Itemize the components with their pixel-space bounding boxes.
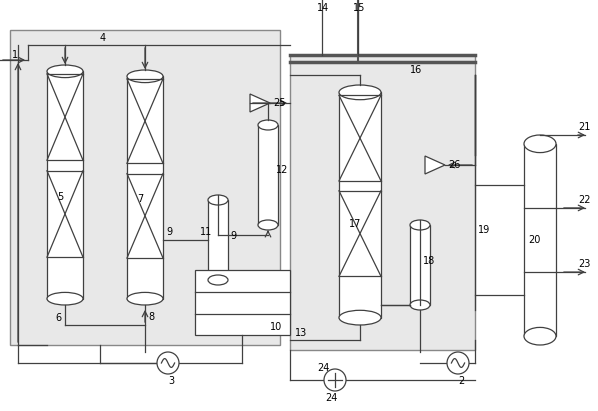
Ellipse shape [410, 300, 430, 310]
Ellipse shape [208, 275, 228, 285]
Ellipse shape [258, 120, 278, 130]
Polygon shape [250, 94, 270, 112]
Ellipse shape [524, 328, 556, 345]
Bar [47, 71, 83, 299]
Text: 10: 10 [270, 322, 282, 332]
Polygon shape [425, 156, 445, 174]
Text: 17: 17 [349, 219, 361, 229]
Text: 20: 20 [528, 235, 540, 245]
Ellipse shape [127, 70, 163, 83]
Text: 1: 1 [12, 50, 18, 60]
Ellipse shape [524, 135, 556, 152]
Ellipse shape [324, 369, 346, 391]
Text: 7: 7 [137, 194, 143, 204]
Text: 5: 5 [57, 192, 63, 202]
Text: 3: 3 [168, 376, 174, 386]
Ellipse shape [127, 292, 163, 305]
Ellipse shape [339, 85, 381, 100]
Text: 11: 11 [200, 227, 212, 237]
Text: 8: 8 [148, 312, 154, 322]
Bar [290, 55, 475, 350]
Bar [258, 125, 278, 225]
Bar [127, 76, 163, 299]
Bar [195, 270, 290, 335]
Bar [410, 225, 430, 305]
Text: 12: 12 [276, 164, 288, 175]
Text: 25: 25 [273, 98, 285, 108]
Text: 13: 13 [295, 328, 307, 338]
Text: 18: 18 [423, 256, 435, 266]
Text: 6: 6 [55, 313, 61, 323]
Ellipse shape [47, 292, 83, 305]
Ellipse shape [339, 310, 381, 325]
Bar [339, 92, 381, 318]
Text: 15: 15 [353, 3, 365, 13]
Text: 23: 23 [578, 259, 590, 269]
Text: 24: 24 [317, 363, 329, 373]
Ellipse shape [208, 195, 228, 205]
Text: 26: 26 [448, 160, 460, 170]
Bar [10, 30, 280, 345]
Text: 22: 22 [578, 195, 590, 205]
Bar [208, 200, 228, 280]
Ellipse shape [447, 352, 469, 374]
Text: 9: 9 [230, 231, 236, 240]
Text: 2: 2 [458, 376, 464, 386]
Text: 19: 19 [478, 225, 490, 235]
Ellipse shape [410, 220, 430, 230]
Bar [524, 144, 556, 336]
Text: 14: 14 [317, 3, 329, 13]
Text: 4: 4 [100, 33, 106, 43]
Text: 24: 24 [325, 393, 337, 403]
Text: 21: 21 [578, 122, 590, 132]
Ellipse shape [47, 65, 83, 78]
Ellipse shape [258, 220, 278, 230]
Text: 9: 9 [166, 227, 172, 237]
Ellipse shape [157, 352, 179, 374]
Text: 16: 16 [410, 65, 422, 75]
